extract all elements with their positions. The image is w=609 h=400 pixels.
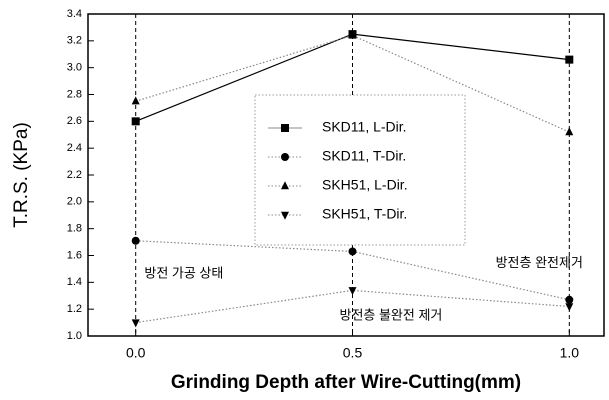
y-tick-label: 2.0 [67, 196, 82, 208]
data-point [565, 303, 574, 312]
series-line [135, 289, 570, 324]
data-point [348, 30, 357, 39]
y-tick-label: 1.2 [67, 303, 82, 315]
y-tick-label: 2.4 [67, 142, 82, 154]
y-tick-label: 3.4 [67, 8, 82, 20]
y-tick-label: 2.6 [67, 115, 82, 127]
legend-label: SKH51, T-Dir. [322, 206, 407, 222]
legend-marker [281, 124, 289, 132]
legend-marker [281, 153, 289, 161]
x-tick-label: 0.5 [343, 345, 363, 361]
y-tick-label: 1.8 [67, 223, 82, 235]
legend-label: SKD11, L-Dir. [322, 119, 407, 135]
data-point [131, 117, 140, 126]
y-tick-label: 2.8 [67, 88, 82, 100]
data-point [131, 236, 140, 245]
annotation: 방전층 불완전 제거 [339, 307, 442, 322]
legend-box [254, 94, 466, 246]
x-tick-label: 1.0 [560, 345, 580, 361]
data-point [348, 247, 357, 256]
annotation: 방전층 완전제거 [496, 255, 583, 270]
y-tick-label: 1.0 [67, 330, 82, 342]
legend-label: SKD11, T-Dir. [322, 148, 406, 164]
legend-marker [281, 181, 289, 190]
y-tick-label: 2.2 [67, 169, 82, 181]
data-point [565, 127, 574, 136]
legend-marker [281, 211, 289, 220]
data-point [131, 319, 140, 328]
y-tick-label: 1.6 [67, 249, 82, 261]
y-tick-label: 3.2 [67, 35, 82, 47]
y-axis-label: T.R.S. (KPa) [11, 122, 32, 228]
data-point [348, 287, 357, 296]
data-point [131, 96, 140, 105]
data-point [565, 295, 574, 304]
x-axis-label: Grinding Depth after Wire-Cutting(mm) [171, 372, 521, 393]
annotation: 방전 가공 상태 [144, 266, 223, 281]
y-tick-label: 1.4 [67, 276, 82, 288]
x-tick-label: 0.0 [126, 345, 146, 361]
legend-label: SKH51, L-Dir. [322, 177, 408, 193]
y-tick-label: 3.0 [67, 62, 82, 74]
data-point [565, 55, 574, 64]
